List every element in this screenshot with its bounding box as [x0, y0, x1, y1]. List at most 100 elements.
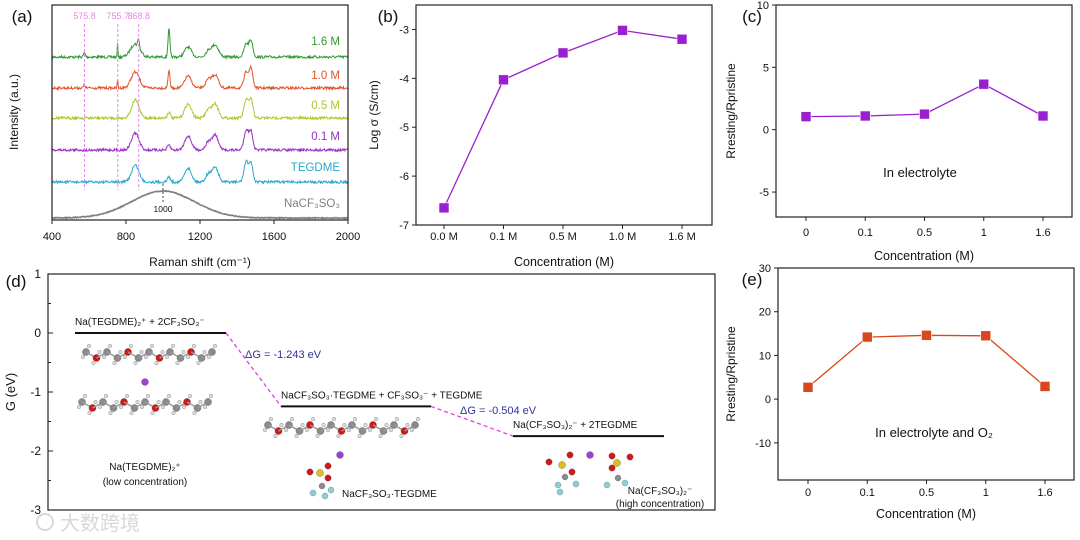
y-tick-label: 10: [759, 350, 771, 362]
x-tick-label: 0: [803, 227, 809, 239]
atom: [108, 411, 113, 415]
data-point: [1039, 381, 1051, 392]
y-tick-label: 0: [765, 394, 771, 406]
atom: [196, 361, 201, 365]
x-tick-label: 0.0 M: [430, 231, 458, 243]
x-tick-label: 0: [805, 487, 811, 499]
atom: [545, 458, 553, 466]
structure-note: (low concentration): [103, 477, 187, 488]
atom: [135, 400, 140, 404]
atom: [374, 417, 378, 421]
x-tick-label: 1600: [262, 231, 286, 243]
atom: [347, 428, 351, 432]
atom: [411, 421, 419, 429]
y-axis-label: Rresting/Rpristine: [724, 326, 738, 422]
data-point: [861, 331, 873, 343]
data-point: [859, 110, 871, 122]
data-point: [498, 74, 509, 86]
spectrum-line: [51, 28, 348, 61]
plot-frame: [775, 4, 1073, 218]
atom: [327, 486, 335, 494]
atom: [568, 468, 576, 476]
atom: [114, 400, 119, 404]
y-tick-label: -3: [30, 503, 41, 517]
atom: [269, 417, 273, 421]
data-point: [919, 108, 930, 120]
atom: [87, 344, 91, 348]
x-axis-label: Concentration (M): [514, 255, 614, 269]
atom: [321, 492, 329, 500]
series-label: NaCF₃SO₃: [284, 198, 340, 210]
atom: [336, 451, 344, 459]
x-axis-label: Concentration (M): [876, 507, 976, 521]
atom: [150, 411, 155, 415]
atom: [561, 473, 569, 481]
atom: [140, 405, 144, 409]
x-tick-label: 1200: [188, 231, 212, 243]
panel-label: (b): [378, 7, 399, 26]
series-label: 1.6 M: [311, 36, 340, 48]
y-tick-label: -1: [30, 385, 41, 399]
data-point: [921, 330, 932, 341]
spectrum-line: [51, 128, 349, 153]
plot-frame: [777, 267, 1075, 481]
annotation-text: In electrolyte and O₂: [875, 425, 993, 440]
atom: [204, 398, 212, 406]
spectrum-line: [52, 64, 349, 92]
y-axis-label: G (eV): [3, 373, 18, 411]
atom: [192, 344, 196, 348]
atom: [154, 361, 159, 365]
atom: [139, 350, 144, 354]
atom: [177, 400, 182, 404]
atom: [182, 405, 186, 409]
transition-connector: [430, 405, 514, 437]
annotation-text: In electrolyte: [883, 165, 957, 180]
energy-level-label: Na(CF₃SO₃)₂⁻ + 2TEGDME: [513, 420, 638, 431]
transition-connector: [225, 332, 282, 407]
panel-label: (a): [12, 7, 33, 26]
plot-frame-a: [51, 4, 349, 221]
atom: [300, 423, 305, 427]
energy-level-label: Na(TEGDME)₂⁺ + 2CF₃SO₃⁻: [75, 317, 205, 328]
data-point: [980, 330, 992, 342]
atom: [133, 361, 138, 365]
watermark-logo-icon: [36, 513, 54, 531]
atom: [305, 428, 309, 432]
atom: [608, 464, 616, 472]
atom: [119, 405, 123, 409]
atom: [416, 417, 420, 421]
atom: [165, 355, 169, 359]
atom: [324, 474, 332, 482]
atom: [389, 428, 393, 432]
atom: [608, 452, 616, 460]
atom: [81, 355, 85, 359]
atom: [321, 423, 326, 427]
atom: [181, 350, 186, 354]
series-label: 1.0 M: [311, 70, 340, 82]
atom: [156, 400, 161, 404]
spectrum-line: [51, 96, 348, 122]
y-tick-label: -5: [759, 187, 769, 199]
atom: [112, 361, 117, 365]
atom: [399, 434, 404, 438]
delta-g-label: ΔG = -1.243 eV: [245, 349, 322, 361]
atom: [146, 394, 150, 398]
x-tick-label: 1.6 M: [668, 231, 696, 243]
atom: [306, 468, 314, 476]
atom: [175, 361, 180, 365]
molecule-structures: [77, 344, 634, 500]
structure-note: (high concentration): [616, 499, 704, 510]
x-tick-label: 1.6: [1037, 487, 1052, 499]
plot-frame-d: [47, 273, 716, 511]
y-tick-label: 30: [759, 263, 771, 275]
x-tick-label: 0.5: [919, 487, 934, 499]
series-label: 0.5 M: [311, 100, 340, 112]
atom: [603, 481, 611, 489]
atom: [108, 344, 112, 348]
atom: [102, 355, 106, 359]
atom: [353, 417, 357, 421]
y-tick-label: 0: [34, 326, 41, 340]
y-tick-label: -4: [399, 73, 409, 85]
x-tick-label: 0.1: [860, 487, 875, 499]
x-tick-label: 2000: [336, 231, 360, 243]
